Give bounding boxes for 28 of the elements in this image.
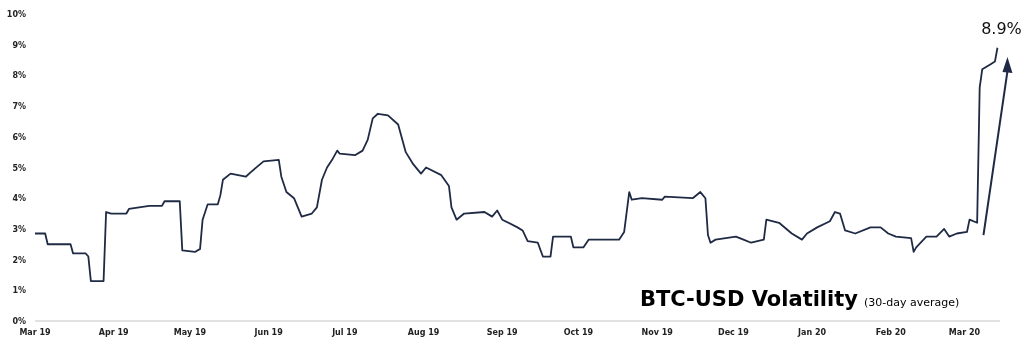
- y-tick-label: 9%: [12, 40, 26, 50]
- text: (30-day average): [864, 296, 960, 309]
- x-tick-label: Mar 20: [948, 328, 981, 337]
- y-tick-label: 1%: [12, 286, 26, 296]
- x-tick-label: Jun 19: [253, 328, 284, 337]
- y-tick-label: 10%: [6, 10, 26, 19]
- x-tick-label: Apr 19: [98, 328, 130, 337]
- x-tick-label: Nov 19: [641, 328, 674, 337]
- x-tick-label: Oct 19: [563, 328, 594, 337]
- y-tick-label: 4%: [12, 194, 26, 204]
- x-tick-label: Feb 20: [875, 328, 907, 337]
- y-tick-label: 6%: [12, 132, 26, 142]
- x-tick-label: Sep 19: [486, 328, 519, 337]
- text: BTC-USD Volatility: [639, 287, 859, 311]
- y-tick-label: 2%: [12, 255, 26, 265]
- y-tick-label: 5%: [12, 163, 26, 173]
- x-tick-label: Aug 19: [407, 328, 440, 337]
- line-series: [34, 46, 999, 282]
- y-tick-label: 7%: [12, 102, 26, 112]
- y-tick-label: 0%: [12, 317, 26, 326]
- x-tick-label: Dec 19: [717, 328, 750, 337]
- x-tick-label: Jan 20: [797, 328, 827, 337]
- x-tick-label: May 19: [173, 328, 207, 337]
- x-tick-label: Jul 19: [331, 328, 358, 337]
- annotation: 8.9%: [981, 18, 1022, 38]
- x-tick-label: Mar 19: [19, 328, 52, 337]
- y-tick-label: 3%: [12, 224, 26, 234]
- y-tick-label: 8%: [12, 71, 26, 81]
